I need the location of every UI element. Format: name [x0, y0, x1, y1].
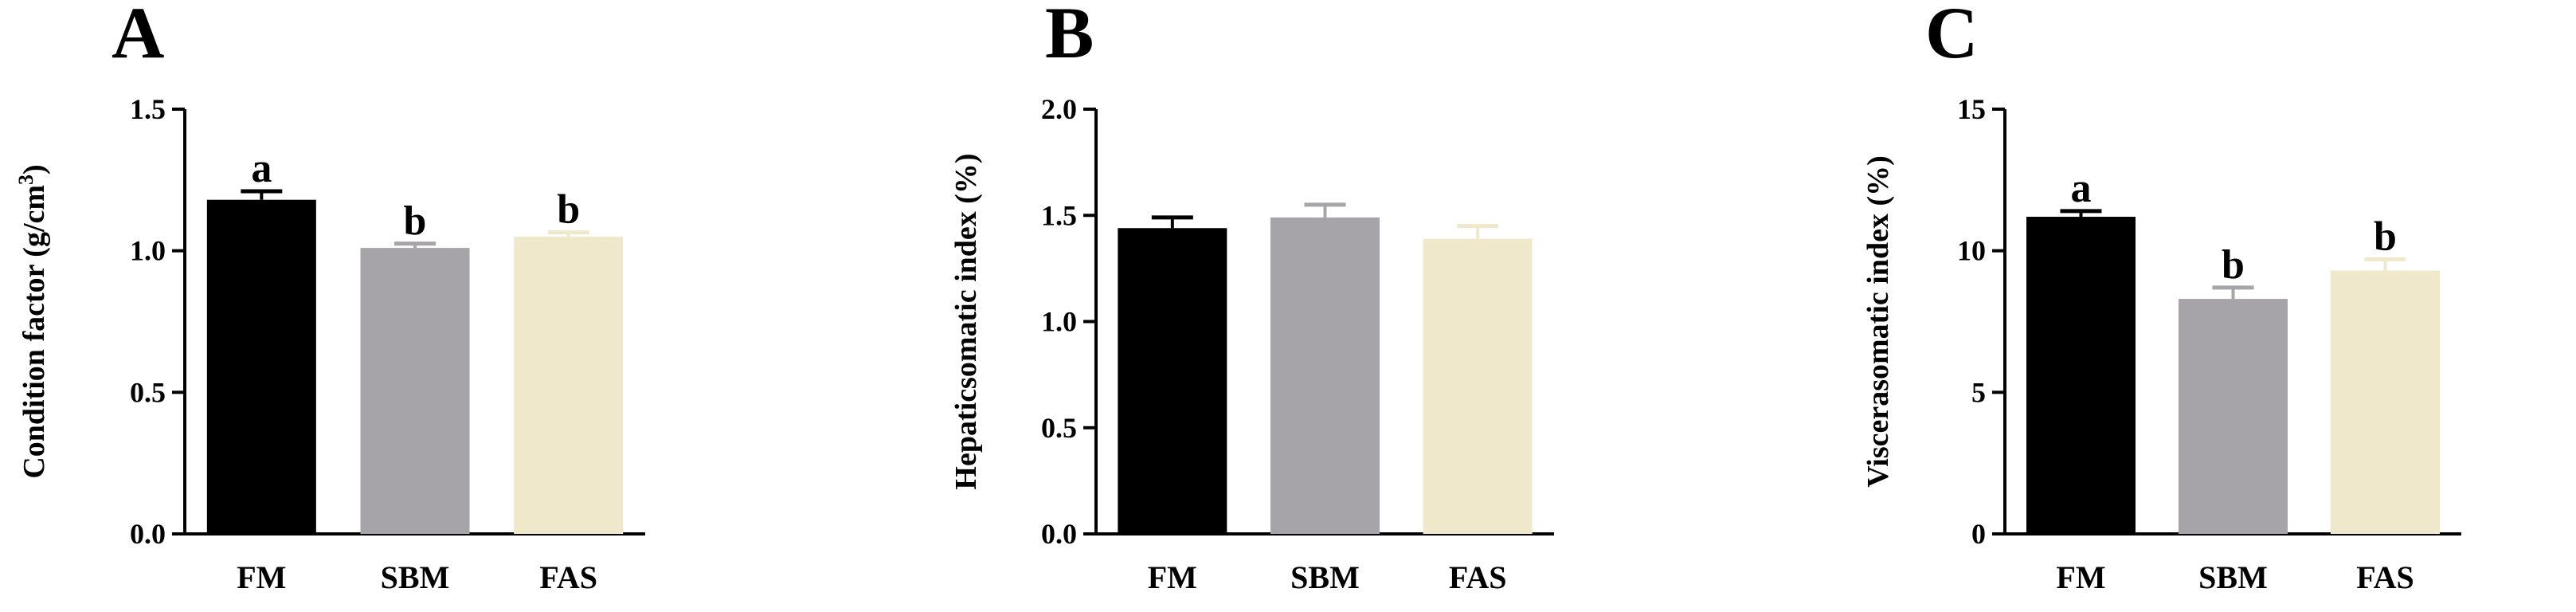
bar-fm	[206, 199, 316, 534]
x-tick-label: SBM	[2198, 559, 2268, 595]
y-axis-title: Condition factor (g/cm3)	[14, 164, 52, 478]
y-tick-label: 1.0	[130, 235, 166, 267]
y-tick-label: 0	[1971, 518, 1986, 550]
x-tick-label: FM	[1148, 559, 1197, 595]
y-tick-label: 1.0	[1041, 306, 1077, 338]
y-tick-label: 0.5	[1041, 412, 1077, 444]
panel-letter: B	[1045, 0, 1094, 73]
bar-fas	[2331, 270, 2440, 534]
significance-label: b	[404, 198, 427, 244]
y-tick-label: 10	[1957, 235, 1986, 267]
x-tick-label: FAS	[1449, 559, 1507, 595]
chart-panel-c: C 0 5 10 15 Viscerasomatic index (%) FM a SBM b FA…	[1862, 0, 2461, 595]
bar-sbm	[2179, 299, 2288, 534]
y-tick-label: 0.0	[130, 518, 166, 550]
significance-label: b	[557, 187, 580, 233]
y-tick-label: 0.0	[1041, 518, 1077, 550]
chart-panel-b: B 0.0 0.5 1.0 1.5 2.0 Hepaticsomatic index (%)…	[949, 0, 1554, 595]
y-tick-label: 1.5	[130, 93, 166, 125]
significance-label: b	[2222, 242, 2245, 288]
panel-letter: A	[112, 0, 164, 73]
significance-label: a	[2071, 166, 2092, 211]
y-axis-title-superscript: 3	[14, 175, 37, 185]
bar-fm	[2026, 217, 2136, 534]
bar-fas	[514, 236, 624, 534]
panel-letter: C	[1925, 0, 1978, 73]
y-tick-label: 2.0	[1041, 93, 1077, 125]
bar-sbm	[360, 248, 470, 534]
bar-sbm	[1270, 217, 1380, 534]
y-axis-title-text: Condition factor (g/cm	[18, 185, 51, 479]
x-tick-label: FM	[2056, 559, 2105, 595]
x-tick-label: SBM	[1290, 559, 1360, 595]
y-tick-label: 5	[1971, 376, 1986, 408]
y-axis-title: Viscerasomatic index (%)	[1862, 155, 1895, 488]
x-tick-label: FM	[237, 559, 286, 595]
y-tick-label: 15	[1957, 93, 1986, 125]
significance-label: a	[251, 146, 272, 191]
bar-fas	[1423, 238, 1533, 534]
x-tick-label: FAS	[2356, 559, 2414, 595]
x-tick-label: SBM	[381, 559, 450, 595]
y-axis-title-text: Viscerasomatic index (%)	[1862, 155, 1895, 488]
chart-panel-a: A 0.0 0.5 1.0 1.5 Condition factor (g/cm3) FM a…	[14, 0, 645, 595]
bar-fm	[1118, 228, 1227, 534]
y-axis-title: Hepaticsomatic index (%)	[949, 153, 983, 489]
y-axis-title-text: Hepaticsomatic index (%)	[949, 153, 983, 489]
y-axis-title-end: )	[18, 164, 51, 175]
y-tick-label: 0.5	[130, 376, 166, 408]
y-tick-label: 1.5	[1041, 199, 1077, 231]
x-tick-label: FAS	[539, 559, 597, 595]
significance-label: b	[2374, 214, 2397, 259]
